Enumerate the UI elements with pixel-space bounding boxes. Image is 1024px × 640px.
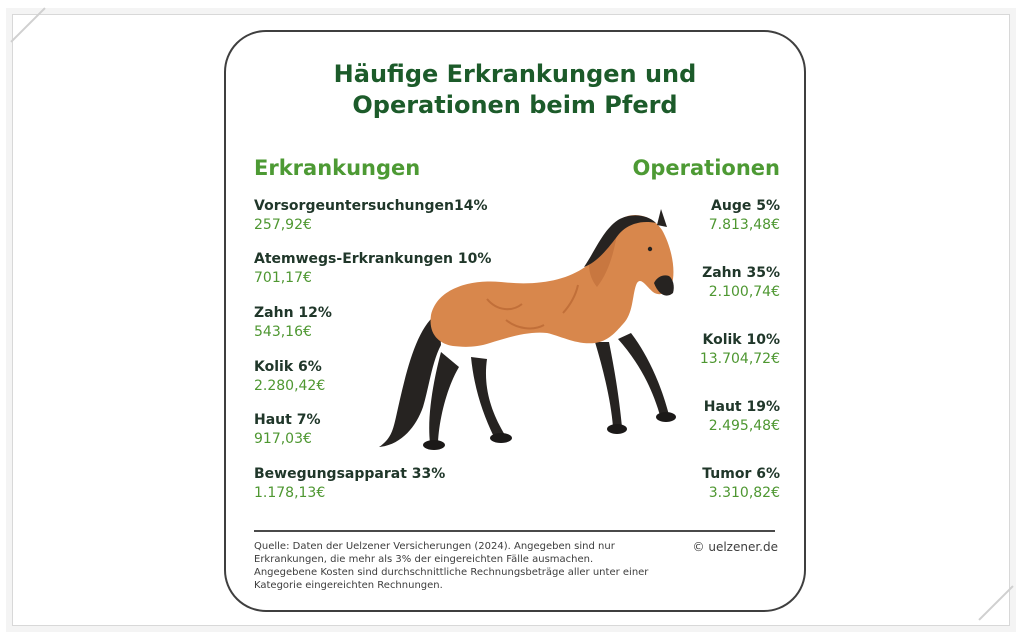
left-item-value: 1.178,13€ (254, 485, 326, 501)
right-item-value: 2.495,48€ (708, 418, 780, 434)
footer-divider (254, 530, 775, 532)
right-item-label: Kolik 10% (702, 332, 780, 348)
left-item-value: 917,03€ (254, 431, 312, 447)
right-item-label: Auge 5% (711, 198, 780, 214)
right-item-label: Haut 19% (703, 399, 780, 415)
right-item-label: Tumor 6% (702, 466, 780, 482)
left-item-label: Zahn 12% (254, 305, 332, 321)
right-section-heading: Operationen (632, 156, 780, 180)
copyright-text: © uelzener.de (692, 540, 778, 554)
left-item-label: Vorsorgeuntersuchungen14% (254, 198, 488, 214)
right-item-value: 3.310,82€ (708, 485, 780, 501)
horse-icon (379, 209, 676, 450)
title-line-1: Häufige Erkrankungen und (333, 60, 697, 88)
left-item-label: Atemwegs-Erkrankungen 10% (254, 251, 492, 267)
right-item-value: 13.704,72€ (699, 351, 780, 367)
left-item-label: Kolik 6% (254, 359, 322, 375)
source-note: Quelle: Daten der Uelzener Versicherunge… (254, 541, 649, 591)
right-item-value: 7.813,48€ (708, 217, 780, 233)
left-item-label: Bewegungsapparat 33% (254, 466, 446, 482)
left-item-value: 257,92€ (254, 217, 312, 233)
title-line-2: Operationen beim Pferd (352, 91, 678, 119)
left-section-heading: Erkrankungen (254, 156, 421, 180)
left-item-value: 2.280,42€ (254, 378, 326, 394)
right-item-label: Zahn 35% (702, 265, 780, 281)
infographic-card: Häufige Erkrankungen und Operationen bei… (224, 30, 806, 612)
left-item-label: Haut 7% (254, 412, 321, 428)
infographic-title: Häufige Erkrankungen und Operationen bei… (226, 59, 804, 121)
right-item-value: 2.100,74€ (708, 284, 780, 300)
left-item-value: 701,17€ (254, 270, 312, 286)
left-item-value: 543,16€ (254, 324, 312, 340)
